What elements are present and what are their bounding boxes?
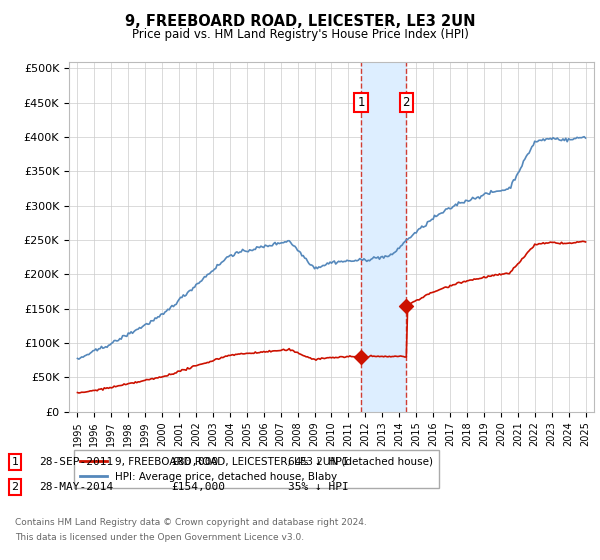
Legend: 9, FREEBOARD ROAD, LEICESTER, LE3 2UN (detached house), HPI: Average price, deta: 9, FREEBOARD ROAD, LEICESTER, LE3 2UN (d… (74, 450, 439, 488)
Text: £80,000: £80,000 (171, 457, 218, 467)
Text: 64% ↓ HPI: 64% ↓ HPI (288, 457, 349, 467)
Text: 1: 1 (11, 457, 19, 467)
Point (401, 301, 411, 310)
Text: 9, FREEBOARD ROAD, LEICESTER, LE3 2UN: 9, FREEBOARD ROAD, LEICESTER, LE3 2UN (125, 14, 475, 29)
Text: 28-MAY-2014: 28-MAY-2014 (39, 482, 113, 492)
Point (356, 352, 366, 361)
Text: Price paid vs. HM Land Registry's House Price Index (HPI): Price paid vs. HM Land Registry's House … (131, 28, 469, 41)
Text: £154,000: £154,000 (171, 482, 225, 492)
Text: 35% ↓ HPI: 35% ↓ HPI (288, 482, 349, 492)
Text: Contains HM Land Registry data © Crown copyright and database right 2024.: Contains HM Land Registry data © Crown c… (15, 518, 367, 527)
Bar (361, 62, 406, 412)
Text: This data is licensed under the Open Government Licence v3.0.: This data is licensed under the Open Gov… (15, 533, 304, 542)
Text: 2: 2 (11, 482, 19, 492)
Text: 1: 1 (358, 96, 365, 109)
Text: 2: 2 (403, 96, 410, 109)
Text: 28-SEP-2011: 28-SEP-2011 (39, 457, 113, 467)
